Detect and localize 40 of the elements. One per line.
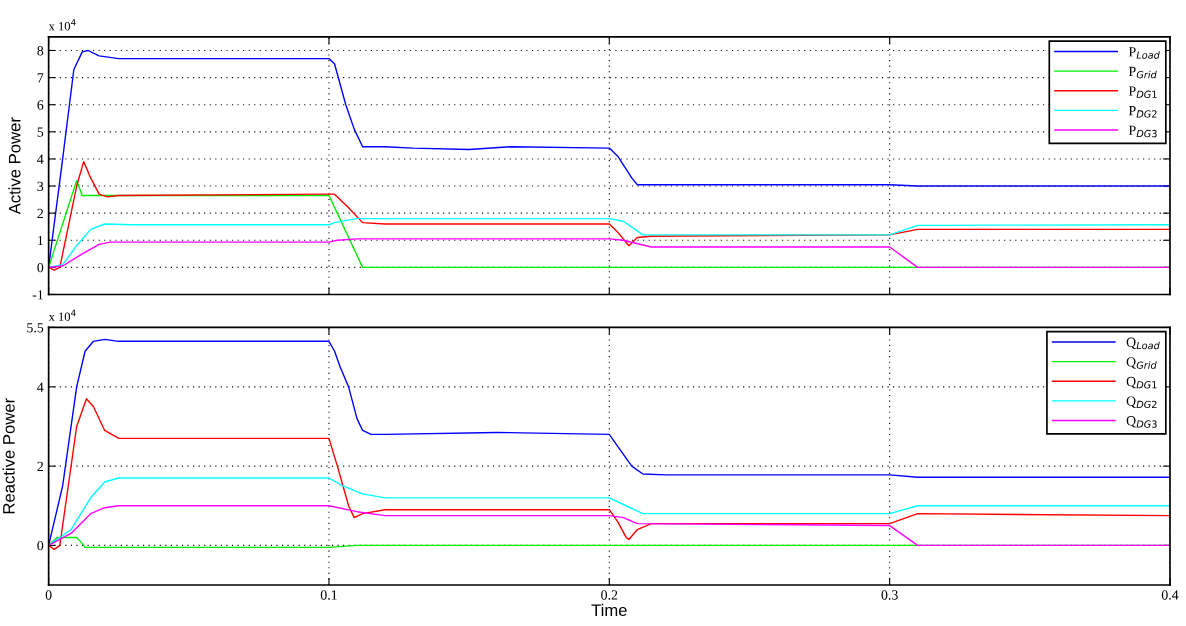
x-tick-label: 0	[45, 590, 52, 600]
y-tick-label: 4	[37, 154, 44, 164]
line-series	[48, 217, 1170, 269]
y-tick-label: -1	[32, 290, 43, 300]
line-series	[48, 398, 1170, 551]
y-tick-label: 7	[37, 73, 44, 83]
line-series	[48, 477, 1170, 547]
y-tick-label: 2	[37, 461, 43, 471]
legend-label: P$_{DG2}$	[1128, 106, 1157, 118]
line-series	[48, 338, 1170, 547]
legend-label: P$_{Load}$	[1128, 47, 1160, 59]
y-tick-label: 0	[37, 262, 44, 273]
legend-label: P$_{Grid}$	[1128, 66, 1157, 79]
legend-label: Q$_{DG3}$	[1126, 416, 1157, 428]
x-tick-label: 0.1	[320, 590, 337, 600]
line-series	[48, 505, 1170, 547]
line-series	[48, 238, 1170, 269]
y-axis-title: Reactive Power	[2, 398, 15, 514]
legend-label: Q$_{Load}$	[1126, 337, 1160, 350]
y-tick-label: 0	[37, 540, 44, 551]
y-tick-label: 5	[37, 127, 44, 137]
x-tick-label: 0.3	[881, 590, 898, 600]
legend-label: P$_{DG1}$	[1128, 86, 1157, 98]
text: x 10$^{4}$	[48, 19, 76, 31]
y-tick-label: 1	[38, 235, 43, 246]
y-tick-label: 4	[37, 382, 44, 392]
x-tick-label: 0.4	[1161, 590, 1179, 600]
y-tick-label: 6	[37, 100, 44, 110]
y-tick-label: 3	[37, 181, 44, 191]
y-tick-label: 2	[37, 208, 43, 218]
text: x 10$^{4}$	[48, 309, 76, 321]
legend-label: Q$_{DG2}$	[1126, 396, 1157, 409]
y-axis-title: Active Power	[8, 117, 21, 215]
legend-label: Q$_{Grid}$	[1126, 357, 1157, 369]
y-tick-label: 8	[37, 46, 44, 56]
legend-label: P$_{DG3}$	[1128, 125, 1157, 138]
y-tick-label: 5.5	[27, 323, 44, 333]
x-axis-title: Time	[591, 603, 627, 617]
x-tick-label: 0.2	[601, 590, 618, 600]
legend-label: Q$_{DG1}$	[1126, 376, 1157, 389]
